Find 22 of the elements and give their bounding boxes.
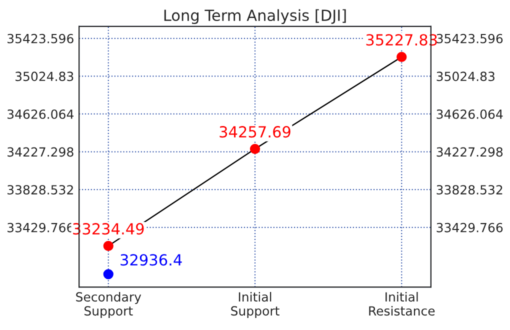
- x-tick-label: Secondary Support: [76, 292, 142, 318]
- data-label: 32936.4: [120, 254, 182, 266]
- y2-tick-label: 33429.766: [436, 222, 503, 232]
- data-label: 34257.69: [220, 126, 290, 138]
- y2-tick-label: 35423.596: [436, 34, 503, 44]
- y-tick-label: 33429.766: [8, 222, 74, 232]
- y2-tick-label: 34626.064: [436, 109, 503, 119]
- y-tick-label: 35423.596: [8, 34, 74, 44]
- chart-title: Long Term Analysis [DJI]: [164, 9, 346, 24]
- point: [103, 240, 114, 251]
- x-tick-label: Initial Resistance: [369, 292, 435, 316]
- point: [103, 269, 114, 280]
- y2-tick-label: 34227.298: [436, 147, 503, 157]
- point: [250, 144, 260, 154]
- y2-tick-label: 35024.83: [436, 72, 494, 82]
- y-tick-label: 35024.83: [15, 72, 74, 82]
- y2-tick-label: 33828.532: [436, 185, 502, 195]
- point: [396, 52, 407, 62]
- x-tick-label: Initial Support: [231, 292, 280, 318]
- y-tick-label: 33828.532: [8, 185, 73, 195]
- y-tick-label: 34227.298: [8, 147, 74, 157]
- y-tick-label: 34626.064: [8, 109, 74, 119]
